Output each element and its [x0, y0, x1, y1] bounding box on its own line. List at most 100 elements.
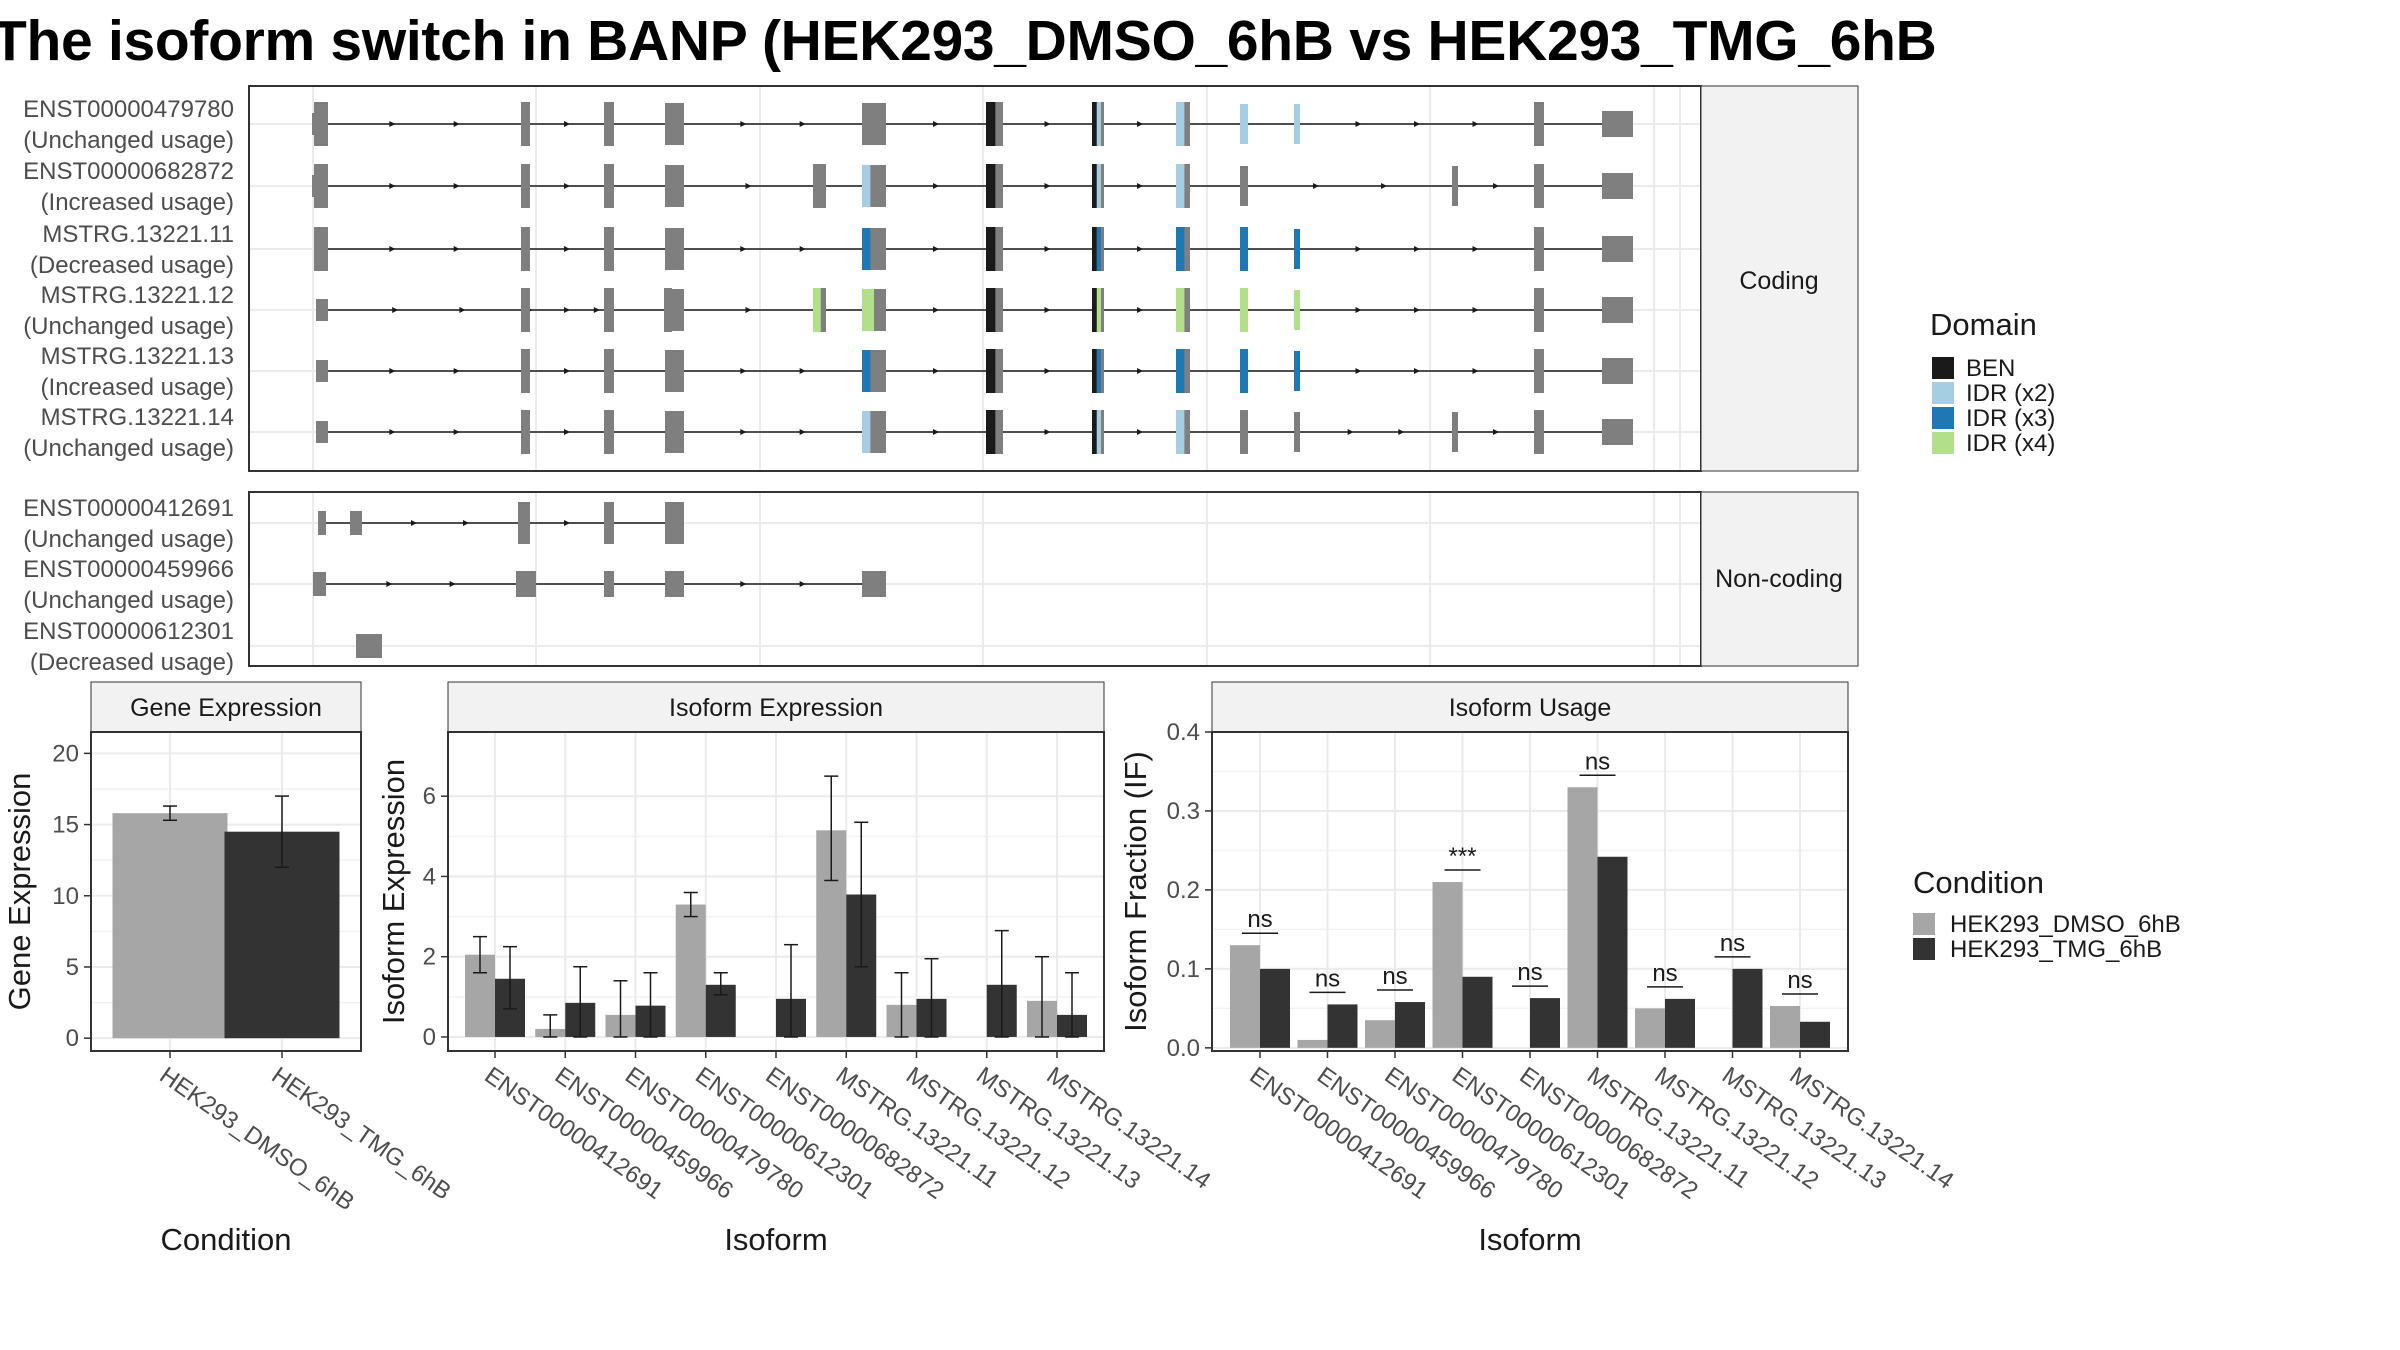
significance-label: ns — [1720, 930, 1745, 957]
domain-segment — [813, 288, 821, 332]
domain-segment — [1092, 288, 1097, 332]
intron-arrow — [1347, 429, 1354, 435]
exon — [518, 502, 530, 544]
bar — [1462, 976, 1493, 1048]
exon — [521, 288, 530, 332]
x-tick-label: HEK293_TMG_6hB — [267, 1062, 456, 1206]
intron-arrow — [1355, 246, 1362, 252]
intron-arrow — [1355, 121, 1362, 127]
significance-label: ns — [1585, 748, 1610, 775]
intron-arrow — [1044, 183, 1051, 189]
transcript-model — [316, 410, 1633, 454]
domain-segment — [1294, 229, 1300, 269]
coding-panel — [248, 85, 1702, 472]
exon — [1602, 358, 1633, 384]
transcript-model — [312, 102, 1633, 146]
exon — [604, 288, 614, 332]
y-tick-label: 0.3 — [1167, 798, 1200, 825]
legend-label: HEK293_DMSO_6hB — [1950, 911, 2181, 938]
intron-arrow — [799, 368, 806, 374]
intron-arrow — [453, 121, 460, 127]
y-tick-label: 5 — [66, 954, 79, 981]
exon — [314, 164, 328, 208]
intron-arrow — [1414, 246, 1420, 252]
legend-key-idr-x3- — [1932, 407, 1954, 429]
intron-arrow — [389, 246, 396, 252]
legend-label: BEN — [1966, 355, 2015, 382]
exon — [604, 102, 614, 146]
panel-title: Isoform Expression — [669, 694, 883, 722]
transcript-model — [356, 634, 382, 658]
exon — [1602, 297, 1633, 323]
bar — [1530, 998, 1560, 1048]
panel-title-strip — [447, 681, 1105, 733]
intron-arrow — [799, 246, 806, 252]
intron-arrow — [1044, 368, 1051, 374]
condition-legend-title: Condition — [1913, 865, 2044, 900]
exon — [813, 164, 826, 208]
y-tick-label: 0.2 — [1167, 877, 1200, 904]
noncoding-panel-bg — [249, 492, 1701, 666]
y-tick-label: 0 — [423, 1024, 436, 1051]
exon — [604, 410, 614, 454]
legend-key-idr-x4- — [1932, 432, 1954, 454]
transcript-model — [318, 502, 684, 544]
intron-arrow — [449, 581, 456, 587]
exon — [1602, 173, 1633, 199]
exon — [350, 511, 362, 535]
y-tick-label: 0.4 — [1167, 719, 1200, 746]
panel-title-strip — [90, 681, 362, 733]
intron-arrow — [593, 307, 600, 313]
x-axis-title: Isoform — [724, 1222, 827, 1257]
plot-border — [1211, 731, 1849, 1052]
intron-arrow — [392, 307, 399, 313]
intron-arrow — [1044, 307, 1051, 313]
x-tick-label: HEK293_DMSO_6hB — [155, 1062, 360, 1216]
intron-arrow — [1493, 429, 1499, 435]
bar — [1770, 1005, 1800, 1048]
intron-arrow — [1472, 246, 1479, 252]
legend-label: IDR (x4) — [1966, 430, 2055, 457]
exon — [356, 634, 382, 658]
domain-legend-title: Domain — [1930, 307, 2037, 342]
intron-arrow — [1355, 368, 1362, 374]
exon — [316, 360, 328, 382]
facet-strip-noncoding — [1700, 491, 1859, 667]
exon — [1240, 410, 1248, 454]
domain-segment — [862, 165, 871, 207]
domain-segment — [1240, 349, 1248, 393]
y-tick-label: 10 — [52, 883, 79, 910]
domain-segment — [986, 410, 996, 454]
exon — [521, 410, 530, 454]
intron-arrow — [386, 581, 393, 587]
y-axis-title: Isoform Fraction (IF) — [1118, 751, 1153, 1032]
domain-segment — [1096, 288, 1101, 332]
y-tick-label: 0 — [66, 1025, 79, 1052]
intron-arrow — [1398, 429, 1405, 435]
transcript-id-label: MSTRG.13221.14 — [41, 404, 234, 431]
domain-segment — [1176, 227, 1185, 271]
panel-title: Gene Expression — [130, 694, 322, 722]
transcript-model — [312, 164, 1633, 208]
domain-segment — [862, 228, 871, 270]
domain-segment — [1096, 410, 1101, 454]
bar — [675, 904, 706, 1037]
significance-label: ns — [1315, 965, 1340, 992]
intron-arrow — [453, 183, 460, 189]
transcript-id-label: ENST00000479780 — [23, 96, 234, 123]
significance-label: ns — [1787, 967, 1812, 994]
exon — [665, 350, 684, 392]
transcript-usage-label: (Unchanged usage) — [23, 313, 234, 340]
transcript-id-label: ENST00000412691 — [23, 495, 234, 522]
transcript-id-label: MSTRG.13221.11 — [42, 221, 234, 248]
intron-arrow — [564, 307, 570, 313]
exon — [316, 299, 328, 321]
exon — [318, 511, 326, 535]
intron-arrow — [1137, 429, 1143, 435]
facet-label-coding: Coding — [1739, 267, 1818, 295]
domain-segment — [1096, 102, 1101, 146]
domain-segment — [1092, 102, 1097, 146]
intron-arrow — [799, 581, 806, 587]
legend-key-condition — [1913, 938, 1935, 960]
